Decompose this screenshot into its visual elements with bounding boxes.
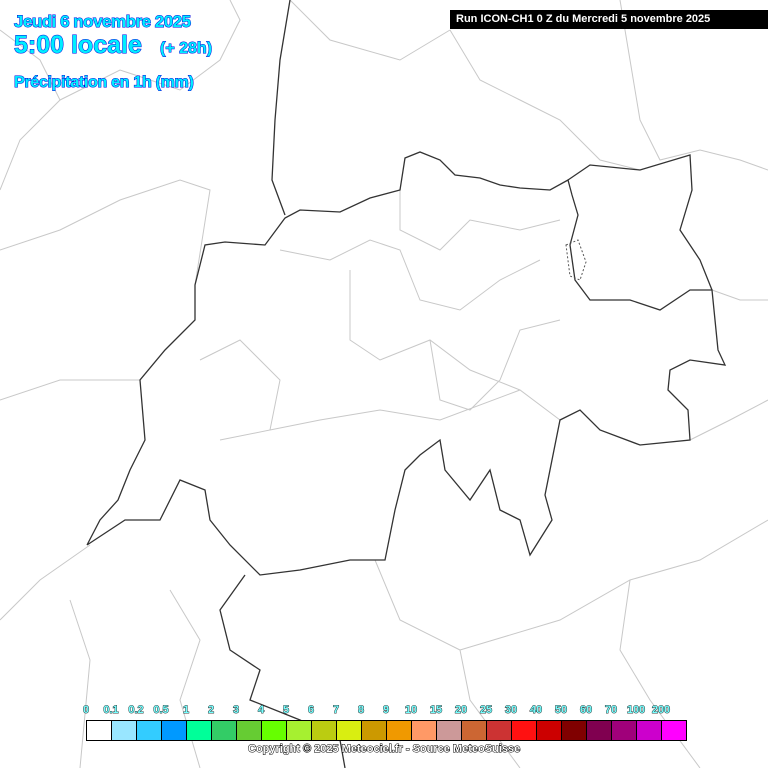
color-legend [86, 720, 687, 741]
legend-label: 0.5 [153, 704, 169, 717]
region-border [0, 179, 211, 286]
forecast-lead-time: (+ 28h) [159, 40, 213, 58]
legend-labels: 0 0.1 0.2 0.5 1 2 3 4 5 6 7 8 9 10 15 20 25 30 40 50 60 70 100… [82, 704, 688, 718]
legend-label: 70 [604, 704, 618, 717]
legend-swatch [287, 721, 312, 740]
legend-swatch [337, 721, 362, 740]
canton-border [429, 319, 561, 411]
legend-swatch [612, 721, 637, 740]
legend-swatch [537, 721, 562, 740]
canton-border [279, 239, 541, 311]
country-border-austria-germany [567, 154, 713, 291]
legend-swatch [187, 721, 212, 740]
legend-swatch [462, 721, 487, 740]
legend-swatch [212, 721, 237, 740]
legend-swatch [412, 721, 437, 740]
legend-label: 0.1 [103, 704, 119, 717]
region-border [689, 399, 768, 441]
legend-label: 0 [82, 704, 90, 717]
model-run-label: Run ICON-CH1 0 Z du Mercredi 5 novembre … [450, 10, 768, 29]
parameter-title: Précipitation en 1h (mm) [14, 74, 195, 92]
legend-swatch [237, 721, 262, 740]
legend-label: 3 [232, 704, 240, 717]
legend-swatch [562, 721, 587, 740]
legend-label: 8 [357, 704, 365, 717]
region-border [69, 599, 91, 768]
legend-label: 2 [207, 704, 215, 717]
legend-label: 20 [454, 704, 468, 717]
legend-label: 30 [504, 704, 518, 717]
region-border [169, 589, 201, 768]
legend-label: 10 [404, 704, 418, 717]
canton-border [399, 190, 561, 251]
region-border [0, 379, 140, 401]
legend-label: 60 [579, 704, 593, 717]
canton-border [199, 339, 281, 441]
forecast-time: 5:00 locale [14, 31, 143, 60]
legend-label: 1 [182, 704, 190, 717]
legend-label: 0.2 [128, 704, 144, 717]
copyright: Copyright © 2025 Meteociel.fr - Source M… [247, 743, 521, 756]
legend-label: 6 [307, 704, 315, 717]
forecast-date: Jeudi 6 novembre 2025 [14, 12, 192, 32]
legend-swatch [112, 721, 137, 740]
legend-label: 200 [651, 704, 671, 717]
legend-swatch [487, 721, 512, 740]
legend-swatch [387, 721, 412, 740]
legend-swatch [437, 721, 462, 740]
region-border [711, 289, 768, 301]
legend-swatch [637, 721, 662, 740]
legend-label: 100 [626, 704, 646, 717]
region-border [0, 544, 91, 621]
legend-swatch [362, 721, 387, 740]
legend-swatch [312, 721, 337, 740]
legend-label: 40 [529, 704, 543, 717]
legend-swatch [87, 721, 112, 740]
legend-label: 5 [282, 704, 290, 717]
region-border [459, 519, 768, 651]
region-border [449, 29, 641, 171]
legend-swatch [162, 721, 187, 740]
legend-label: 4 [257, 704, 265, 717]
legend-label: 9 [382, 704, 390, 717]
lake-constance-area [565, 239, 587, 281]
region-border [59, 0, 241, 101]
legend-label: 15 [429, 704, 443, 717]
legend-swatch [137, 721, 162, 740]
legend-label: 7 [332, 704, 340, 717]
canton-border [269, 389, 561, 431]
country-border-france-germany [271, 0, 291, 216]
canton-border [349, 270, 521, 391]
legend-swatch [512, 721, 537, 740]
legend-swatch [262, 721, 287, 740]
legend-label: 50 [554, 704, 568, 717]
legend-swatch [662, 721, 686, 740]
country-border-switzerland [86, 151, 727, 576]
legend-swatch [587, 721, 612, 740]
region-border [619, 0, 768, 171]
legend-label: 25 [479, 704, 493, 717]
region-border [289, 0, 451, 61]
